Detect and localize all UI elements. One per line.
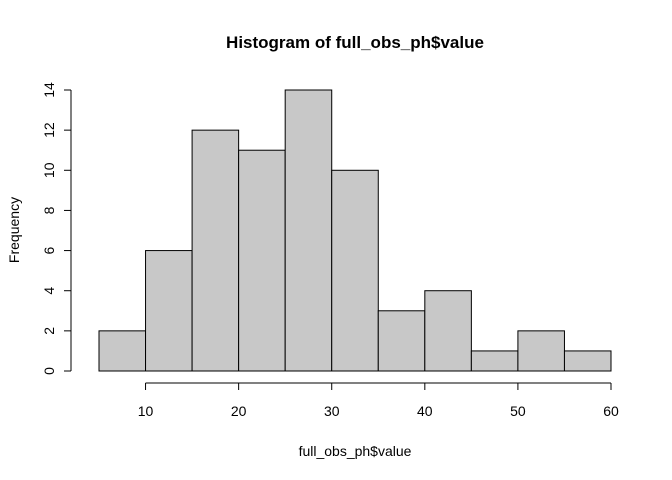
histogram-bar (191, 129, 240, 372)
y-tick-label: 4 (41, 287, 57, 295)
chart-title: Histogram of full_obs_ph$value (226, 33, 484, 52)
y-tick-label: 14 (41, 82, 57, 98)
x-tick-label: 30 (324, 403, 340, 419)
histogram-bar (470, 350, 519, 372)
y-tick-label: 0 (41, 367, 57, 375)
x-tick-label: 60 (603, 403, 619, 419)
histogram-bar (145, 250, 193, 372)
histogram-bar (377, 310, 426, 372)
x-tick-label: 20 (231, 403, 247, 419)
histogram-bar (238, 149, 286, 372)
x-axis-label: full_obs_ph$value (299, 443, 412, 459)
histogram-bar (98, 330, 147, 372)
y-axis-label: Frequency (6, 197, 22, 263)
y-tick-label: 2 (41, 327, 57, 335)
histogram-bar (284, 89, 333, 372)
histogram-bar (424, 290, 472, 372)
bars-group (98, 89, 612, 372)
x-tick-label: 40 (417, 403, 433, 419)
x-tick-label: 50 (510, 403, 526, 419)
y-tick-label: 12 (41, 122, 57, 138)
x-tick-label: 10 (138, 403, 154, 419)
y-axis: 0 2 4 6 8 10 12 14 (41, 82, 72, 375)
x-axis: 10 20 30 40 50 60 (138, 382, 619, 419)
y-tick-label: 10 (41, 162, 57, 178)
y-tick-label: 6 (41, 246, 57, 254)
histogram-bar (517, 330, 565, 372)
histogram-bar (563, 350, 612, 372)
y-tick-label: 8 (41, 206, 57, 214)
histogram-bar (331, 169, 379, 372)
